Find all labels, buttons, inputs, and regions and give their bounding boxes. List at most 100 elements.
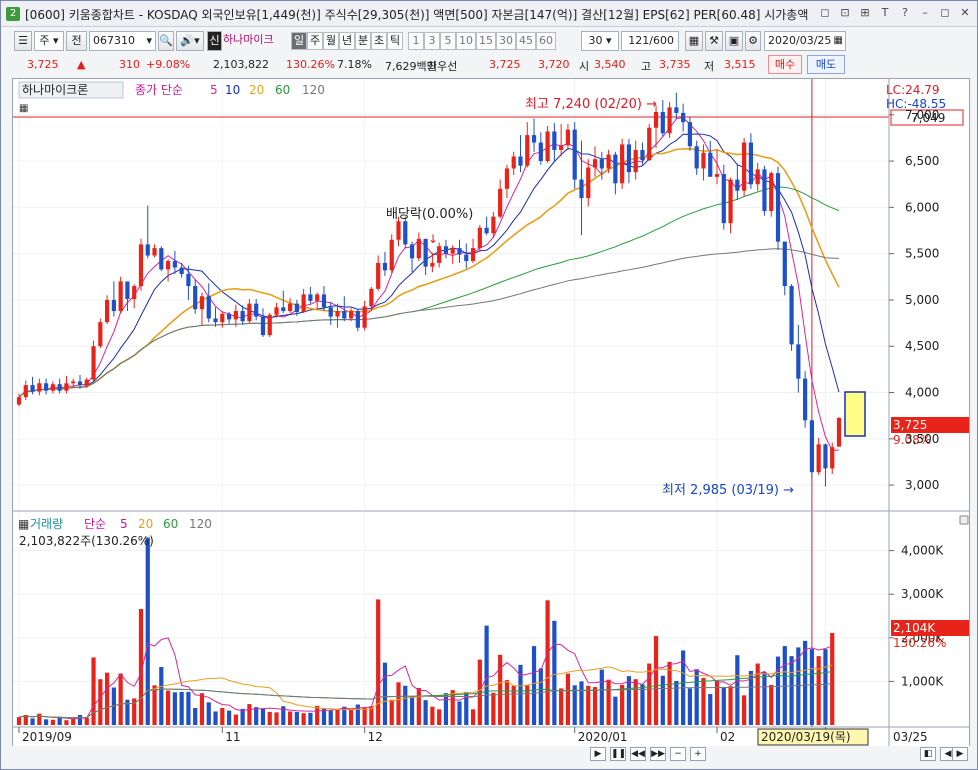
- pause-icon[interactable]: ❚❚: [610, 747, 627, 761]
- candle-body: [111, 299, 116, 312]
- price-tick-label: 7,000: [905, 108, 939, 122]
- volume-bar: [342, 706, 347, 725]
- volume-bar: [84, 717, 89, 725]
- candle-body: [403, 221, 408, 245]
- stock-code-input[interactable]: 067310 ▾: [89, 31, 156, 51]
- rewind-icon[interactable]: ◀◀: [630, 747, 646, 761]
- minute-10-button[interactable]: 10: [456, 32, 476, 50]
- minute-3-button[interactable]: 3: [424, 32, 440, 50]
- volume-panel-close-icon[interactable]: [959, 515, 969, 525]
- candle-body: [348, 311, 354, 319]
- volume-bar: [674, 680, 679, 725]
- save-icon[interactable]: ▣: [725, 31, 743, 51]
- candle-body: [98, 322, 103, 347]
- candle-body: [606, 154, 611, 169]
- volume-bar: [125, 699, 130, 725]
- candle-body: [511, 156, 516, 169]
- price-change: 310: [119, 58, 140, 71]
- minute-60-button[interactable]: 60: [536, 32, 556, 50]
- tool-icon-2[interactable]: ⚒: [705, 31, 723, 51]
- low-price: 3,515: [724, 58, 756, 71]
- minute-30-button[interactable]: 30: [496, 32, 516, 50]
- period-6-button[interactable]: 틱: [387, 32, 403, 50]
- zoom-in-icon[interactable]: +: [690, 747, 706, 761]
- calendar-icon[interactable]: ▦: [833, 35, 843, 46]
- prev-button[interactable]: 전: [66, 31, 87, 51]
- expand-icon[interactable]: ◧: [920, 747, 936, 761]
- candle-body: [647, 127, 652, 161]
- link-icon[interactable]: ◻: [820, 6, 830, 19]
- minimize-button[interactable]: –: [922, 6, 928, 19]
- volume-table-icon[interactable]: ▦: [18, 517, 29, 531]
- interval-select[interactable]: 30 ▾: [581, 31, 619, 51]
- volume-bar: [98, 679, 103, 725]
- up-arrow-icon: ▲: [77, 58, 86, 71]
- interval-value: 30: [588, 34, 603, 47]
- volume-bar: [579, 681, 584, 725]
- candlesticks[interactable]: [16, 92, 842, 487]
- period-5-button[interactable]: 초: [371, 32, 387, 50]
- candle-body: [138, 244, 144, 287]
- period-4-button[interactable]: 분: [355, 32, 371, 50]
- settings-icon[interactable]: ⚙: [745, 31, 761, 51]
- period-1-button[interactable]: 주: [307, 32, 323, 50]
- minute-5-button[interactable]: 5: [440, 32, 456, 50]
- candle-body: [321, 294, 327, 308]
- close-button[interactable]: ✕: [960, 6, 970, 19]
- volume-bar: [809, 649, 814, 725]
- dividend-arrow-icon: ↓: [428, 232, 438, 246]
- minute-1-button[interactable]: 1: [408, 32, 424, 50]
- chart-area[interactable]: 하나마이크론 ▦ 종가 단순 5 10 20 60 120 LC:24.79 H…: [12, 78, 970, 748]
- text-icon[interactable]: T: [881, 6, 889, 19]
- candle-body: [572, 129, 577, 180]
- volume-bar: [701, 677, 706, 725]
- volume-bar: [545, 600, 550, 725]
- search-icon[interactable]: 🔍: [158, 31, 174, 51]
- window-controls: ◻ ⊡ ⊞ T ? – ◻ ✕: [817, 5, 973, 21]
- current-percent-label: 9.08%: [893, 433, 931, 447]
- stock-type-select[interactable]: 주 ▾: [34, 31, 64, 51]
- sell-button[interactable]: 매도: [807, 55, 845, 74]
- scroll-right-icon[interactable]: ▶: [590, 747, 606, 761]
- speaker-icon[interactable]: 🔊▾: [176, 31, 204, 51]
- grid-icon[interactable]: ⊞: [860, 6, 870, 19]
- candle-body: [159, 248, 164, 270]
- period-0-button[interactable]: 일: [291, 32, 307, 50]
- volume-bar: [23, 714, 28, 725]
- candle-body: [714, 174, 720, 177]
- candle-body: [531, 135, 537, 143]
- volume-bar: [464, 691, 469, 725]
- volume-bars[interactable]: [16, 537, 835, 725]
- forward-icon[interactable]: ▶▶: [650, 747, 666, 761]
- candle-body: [423, 238, 428, 267]
- period-2-button[interactable]: 월: [323, 32, 339, 50]
- candle-body: [267, 314, 272, 336]
- date-input[interactable]: 2020/03/25 ▦: [764, 31, 846, 51]
- volume-bar: [165, 690, 171, 725]
- maximize-button[interactable]: ◻: [940, 6, 950, 19]
- price-axis-ticks: 7,000 6,500 6,000 5,500 5,000 4,500 4,000 3,500…: [889, 108, 939, 492]
- candle-body: [382, 262, 388, 271]
- menu-icon[interactable]: ☰: [14, 31, 32, 51]
- open-label: 시: [579, 60, 590, 73]
- stock-label-box[interactable]: [18, 81, 124, 99]
- chart-svg[interactable]: 하나마이크론 ▦ 종가 단순 5 10 20 60 120 LC:24.79 H…: [13, 79, 969, 747]
- dividend-annotation: 배당락(0.00%): [386, 207, 473, 222]
- candle-body: [328, 307, 333, 317]
- ma10-label: 10: [225, 83, 240, 97]
- help-icon[interactable]: ?: [902, 6, 908, 19]
- period-3-button[interactable]: 년: [339, 32, 355, 50]
- price-tick-label: 5,500: [905, 247, 939, 261]
- volume-bar: [823, 649, 828, 725]
- volume-bar: [77, 714, 83, 725]
- buy-button[interactable]: 매수: [768, 55, 802, 74]
- volume-bar: [626, 676, 632, 725]
- minute-15-button[interactable]: 15: [476, 32, 496, 50]
- count-input[interactable]: 121/600: [621, 31, 679, 51]
- tool-icon-1[interactable]: ▦: [685, 31, 703, 51]
- zoom-out-icon[interactable]: −: [670, 747, 686, 761]
- nav-right-icon[interactable]: ▶: [952, 747, 968, 761]
- table-icon[interactable]: ▦: [19, 103, 28, 114]
- layout-icon[interactable]: ⊡: [840, 6, 850, 19]
- minute-45-button[interactable]: 45: [516, 32, 536, 50]
